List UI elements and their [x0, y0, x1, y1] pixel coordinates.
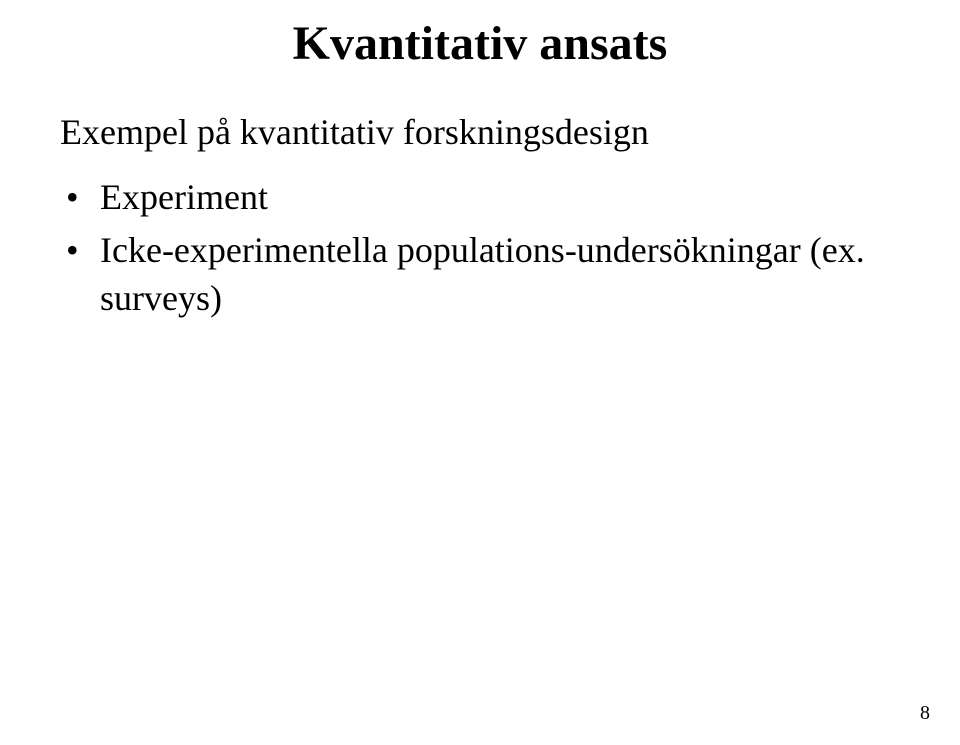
- list-item: Experiment: [60, 173, 960, 222]
- bullet-list: Experiment Icke-experimentella populatio…: [60, 173, 960, 323]
- list-item: Icke-experimentella populations-undersök…: [60, 226, 960, 323]
- page-number: 8: [920, 702, 930, 725]
- slide: Kvantitativ ansats Exempel på kvantitati…: [0, 16, 960, 745]
- slide-title: Kvantitativ ansats: [0, 16, 960, 71]
- slide-subtitle: Exempel på kvantitativ forskningsdesign: [60, 111, 960, 153]
